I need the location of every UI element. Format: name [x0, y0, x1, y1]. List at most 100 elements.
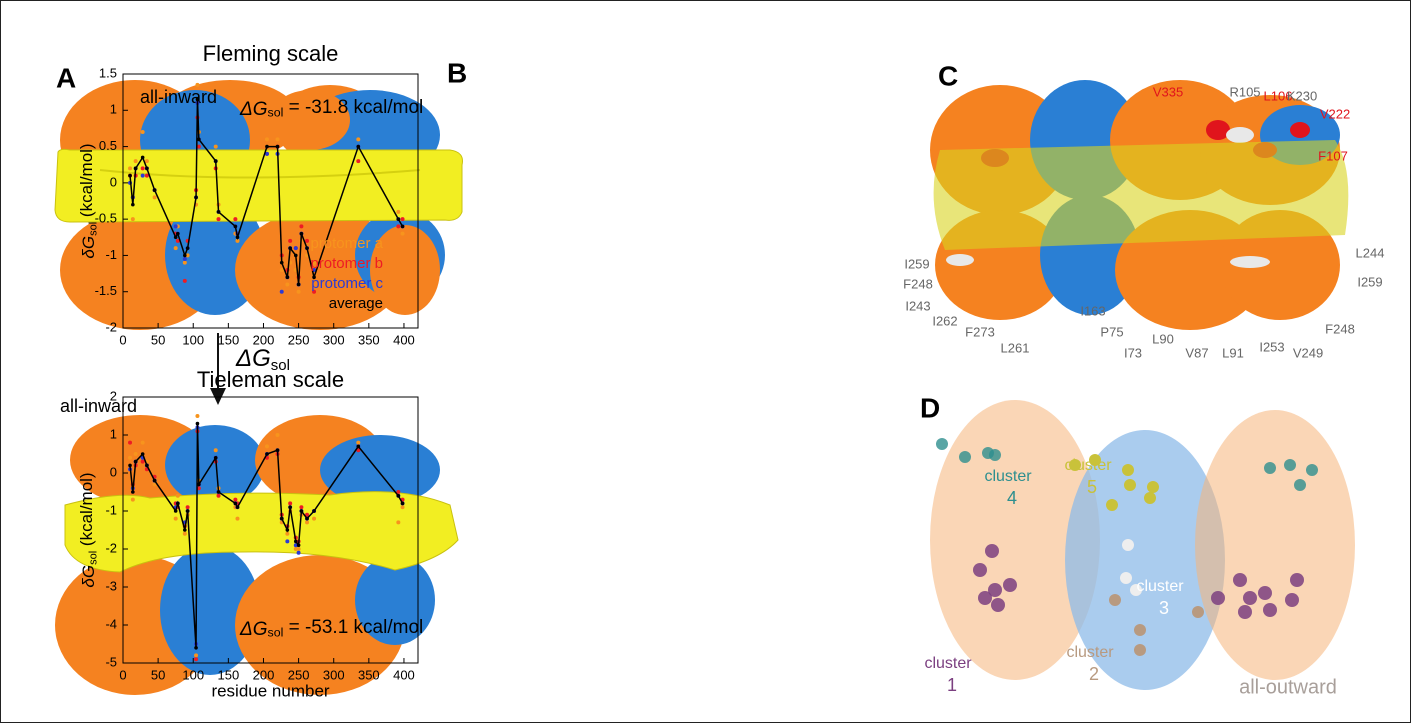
x-tick-label: 300 — [323, 667, 345, 682]
y-tick-label: -5 — [105, 654, 117, 669]
arrow-label: ΔGsol — [235, 345, 290, 374]
y-axis-label: δGsol (kcal/mol) — [78, 143, 100, 258]
data-point — [305, 238, 310, 243]
average-point — [233, 501, 238, 506]
annotation-rest: = -53.1 kcal/mol — [283, 617, 423, 638]
panel-a-structure-bottom — [55, 415, 459, 695]
residue-label-red: F107 — [1318, 148, 1348, 163]
average-point — [285, 528, 290, 532]
chart-title: Tieleman scale — [197, 367, 344, 392]
x-tick-label: 0 — [119, 332, 126, 347]
data-point — [285, 531, 290, 536]
average-point — [140, 452, 145, 456]
y-tick-label: -0.5 — [95, 211, 117, 226]
data-point — [182, 257, 187, 262]
panel-d-structure — [930, 400, 1355, 690]
data-point — [194, 657, 199, 662]
panel-label: B — [447, 57, 467, 88]
data-point — [299, 505, 304, 510]
average-point — [400, 224, 405, 229]
residue-label: L244 — [1356, 245, 1385, 260]
legend-entry: protomer a — [310, 235, 383, 252]
residue-label: F248 — [903, 276, 933, 291]
state-label: all-inward — [140, 87, 217, 107]
data-point — [175, 238, 180, 243]
average-point — [305, 246, 309, 250]
average-point — [195, 421, 200, 426]
residue-label: P75 — [1100, 324, 1123, 339]
average-point — [216, 210, 221, 214]
chart-title: Fleming scale — [203, 41, 339, 66]
average-point — [312, 509, 316, 513]
data-point — [185, 505, 190, 510]
x-tick-label: 350 — [358, 332, 380, 347]
residue-label-red: V222 — [1320, 106, 1350, 121]
data-point — [128, 440, 133, 445]
average-point — [197, 137, 201, 142]
data-point — [140, 130, 145, 135]
annotation-rest: = -31.8 kcal/mol — [283, 97, 423, 118]
cluster-name: cluster — [1136, 578, 1184, 595]
data-point — [356, 159, 361, 164]
y-tick-label: -4 — [105, 616, 117, 631]
residue-label: I253 — [1259, 339, 1284, 354]
y-axis-label: δGsol (kcal/mol) — [78, 472, 100, 587]
data-point — [296, 547, 301, 551]
average-point — [183, 528, 187, 532]
average-point — [279, 260, 284, 265]
x-tick-label: 100 — [182, 332, 204, 347]
y-tick-label: 2 — [110, 388, 117, 403]
x-tick-label: 300 — [323, 332, 345, 347]
residue-label: R105 — [1229, 84, 1260, 99]
x-axis-label: residue number — [211, 681, 329, 700]
arrow-label-sub: sol — [271, 357, 290, 374]
average-point — [128, 173, 132, 178]
residue-label: K230 — [1287, 88, 1317, 103]
average-point — [293, 539, 298, 544]
residue-label: F273 — [965, 324, 995, 339]
residue-label: I163 — [1080, 303, 1105, 318]
data-point — [140, 440, 145, 445]
average-point — [152, 478, 157, 483]
residue-label: I73 — [1124, 345, 1142, 360]
data-point — [312, 516, 317, 521]
residue-label-red: V335 — [1153, 84, 1183, 99]
x-tick-label: 150 — [218, 667, 240, 682]
data-point — [130, 217, 135, 222]
residue-label: I243 — [905, 298, 930, 313]
average-point — [400, 501, 405, 506]
average-point — [293, 253, 298, 258]
data-point — [140, 166, 145, 171]
average-point — [185, 246, 190, 250]
data-point — [233, 217, 238, 222]
x-tick-label: 400 — [393, 332, 415, 347]
average-point — [265, 144, 269, 149]
data-point — [195, 82, 200, 87]
plot-frame — [122, 73, 419, 329]
residue-label: L261 — [1001, 340, 1030, 355]
average-point — [216, 490, 221, 494]
data-point — [173, 246, 178, 251]
cluster-number: 3 — [1159, 598, 1169, 618]
data-point — [216, 493, 221, 498]
average-point — [279, 516, 284, 521]
x-tick-label: 250 — [288, 667, 310, 682]
data-point — [400, 505, 405, 510]
data-point — [312, 289, 317, 294]
y-tick-label: 1 — [110, 426, 117, 441]
data-point — [213, 144, 218, 149]
data-point — [305, 520, 310, 525]
x-tick-label: 250 — [288, 332, 310, 347]
data-point — [293, 547, 298, 551]
residue-label: V87 — [1185, 345, 1208, 360]
data-point — [185, 253, 190, 258]
data-point — [296, 550, 301, 555]
data-point — [293, 543, 298, 548]
data-point — [356, 440, 361, 445]
y-tick-label: 0.5 — [99, 138, 117, 153]
data-point — [133, 159, 138, 164]
average-point — [185, 509, 190, 513]
y-tick-label: -3 — [105, 578, 117, 593]
data-point — [182, 278, 187, 283]
